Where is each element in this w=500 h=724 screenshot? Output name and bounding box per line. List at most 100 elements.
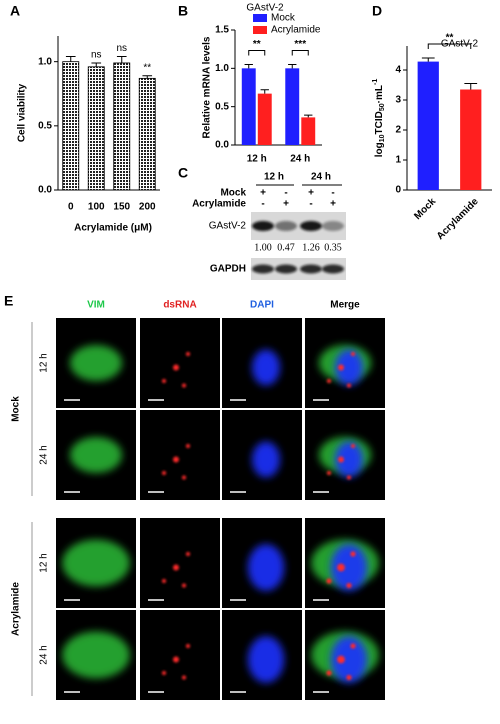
blot-sign: -: [261, 199, 264, 210]
channel-label: DAPI: [250, 300, 274, 311]
blot-quant: 0.47: [277, 242, 295, 253]
bar: [241, 68, 256, 145]
micro-signal: [351, 352, 355, 356]
error-bar: [288, 64, 297, 69]
y-axis-label-part: TCID: [374, 111, 385, 134]
error-bar: [260, 89, 269, 94]
micro-signal: [162, 579, 166, 583]
error-bar: [464, 83, 478, 90]
x-axis-label: Acrylamide (μM): [74, 223, 152, 234]
blot-sign: -: [284, 188, 287, 199]
blot-band: [300, 264, 322, 274]
legend-label: Mock: [271, 13, 296, 24]
significance: ns: [116, 43, 127, 54]
micro-signal: [173, 564, 179, 571]
micro-signal: [338, 364, 344, 371]
x-tick-label: Acrylamide: [435, 196, 481, 242]
y-tick-label: 0: [395, 185, 401, 196]
y-axis-label: log10TCID50·mL-1: [372, 79, 386, 158]
significance: **: [253, 39, 261, 50]
blot-sign: -: [309, 199, 312, 210]
channel-label: VIM: [87, 300, 105, 311]
micro-signal: [330, 636, 368, 683]
blot-time: 24 h: [311, 172, 331, 183]
micro-signal: [335, 349, 363, 386]
x-tick-label: 100: [88, 202, 105, 213]
significance: ***: [294, 39, 306, 50]
legend-swatch: [253, 14, 267, 22]
micro-signal: [182, 583, 186, 588]
y-tick-label: 0.5: [38, 120, 52, 131]
y-axis-label-part: log: [374, 142, 385, 157]
micro-signal: [173, 656, 179, 663]
channel-label: dsRNA: [163, 300, 196, 311]
blot-band: [322, 264, 344, 274]
micro-signal: [346, 582, 352, 589]
micro-signal: [247, 544, 285, 591]
y-tick-label: 0.0: [215, 140, 229, 151]
micro-signal: [70, 345, 122, 381]
micro-signal: [337, 563, 345, 572]
y-axis-label: Relative mRNA levels: [202, 36, 213, 138]
micro-image: [140, 318, 220, 408]
sig-bracket: [291, 50, 309, 56]
blot-sign: +: [308, 188, 314, 199]
blot-band: [275, 221, 297, 231]
time-label: 24 h: [39, 445, 50, 464]
bar: [417, 61, 439, 190]
significance: ns: [91, 50, 102, 61]
y-tick-label: 1.5: [215, 25, 229, 36]
error-bar: [244, 64, 253, 69]
blot-sign: +: [260, 188, 266, 199]
error-bar: [91, 62, 102, 67]
legend-label: Acrylamide: [271, 25, 321, 36]
micro-signal: [162, 379, 166, 383]
y-tick-label: 0.5: [215, 101, 229, 112]
significance: **: [446, 33, 454, 44]
blot-loading: GAPDH: [210, 264, 246, 275]
micro-signal: [162, 471, 166, 475]
chart-title: GAstV-2: [246, 3, 284, 14]
micro-signal: [186, 552, 190, 556]
y-axis-label: Cell viability: [17, 83, 28, 142]
micro-signal: [173, 456, 179, 463]
micro-signal: [335, 441, 363, 478]
micro-signal: [182, 383, 186, 388]
x-tick-label: 0: [68, 202, 74, 213]
micro-signal: [338, 456, 344, 463]
micro-image: [140, 610, 220, 700]
legend-swatch: [253, 26, 267, 34]
x-tick-label: Mock: [412, 196, 438, 222]
bar: [138, 77, 156, 191]
panel-label: A: [10, 3, 20, 19]
blot-band: [275, 264, 297, 274]
x-tick-label: 24 h: [290, 154, 310, 165]
error-bar: [116, 56, 127, 63]
micro-signal: [351, 444, 355, 448]
micro-signal: [62, 539, 130, 587]
micro-signal: [252, 441, 280, 478]
micro-signal: [62, 631, 130, 679]
blot-target: GAstV-2: [209, 221, 247, 232]
micro-signal: [173, 364, 179, 371]
micro-signal: [186, 352, 190, 356]
y-tick-label: 3: [395, 95, 401, 106]
x-tick-label: 200: [139, 202, 156, 213]
blot-strip: [251, 258, 346, 280]
bar: [257, 93, 272, 145]
micro-signal: [70, 437, 122, 473]
micro-signal: [182, 675, 186, 680]
time-label: 12 h: [39, 553, 50, 572]
y-tick-label: 2: [395, 125, 401, 136]
micro-signal: [182, 475, 186, 480]
blot-band: [300, 221, 322, 231]
micro-signal: [347, 383, 351, 388]
bar: [113, 62, 131, 191]
micro-signal: [330, 544, 368, 591]
blot-sign: -: [331, 188, 334, 199]
sig-bracket: [427, 43, 472, 49]
micro-signal: [347, 475, 351, 480]
error-bar: [304, 114, 313, 118]
bar: [285, 68, 300, 145]
sig-bracket: [248, 50, 266, 56]
